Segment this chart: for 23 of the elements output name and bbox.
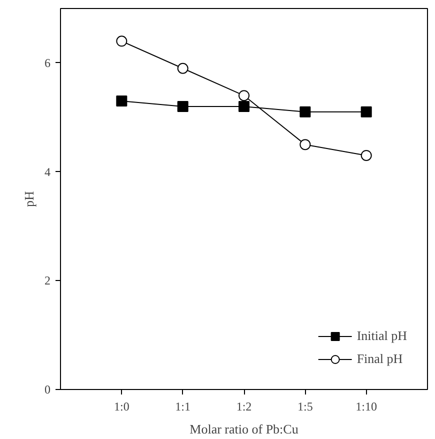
point bbox=[116, 36, 128, 47]
legend-label: Initial pH bbox=[356, 328, 407, 344]
x-tick-label: 1:10 bbox=[356, 400, 378, 414]
y-tick-label: 0 bbox=[44, 382, 50, 396]
y-tick-label: 2 bbox=[44, 274, 50, 288]
point bbox=[238, 100, 250, 112]
x-tick-label: 1:2 bbox=[236, 400, 252, 414]
legend-label: Final pH bbox=[356, 351, 403, 367]
x-tick-label: 1:0 bbox=[114, 400, 130, 414]
point bbox=[177, 100, 188, 112]
point bbox=[116, 96, 128, 107]
x-tick-label: 1:1 bbox=[175, 400, 191, 414]
point bbox=[300, 139, 311, 150]
y-tick-label: 6 bbox=[44, 56, 50, 70]
y-axis-title: pH bbox=[22, 191, 36, 207]
point bbox=[238, 90, 250, 102]
y-tick-label: 4 bbox=[44, 164, 50, 179]
x-axis-title: Molar ratio of Pb:Cu bbox=[190, 422, 299, 436]
point bbox=[177, 62, 188, 74]
point bbox=[360, 150, 372, 161]
x-tick-label: 1:5 bbox=[298, 400, 313, 414]
point bbox=[300, 106, 311, 118]
point bbox=[360, 106, 372, 118]
